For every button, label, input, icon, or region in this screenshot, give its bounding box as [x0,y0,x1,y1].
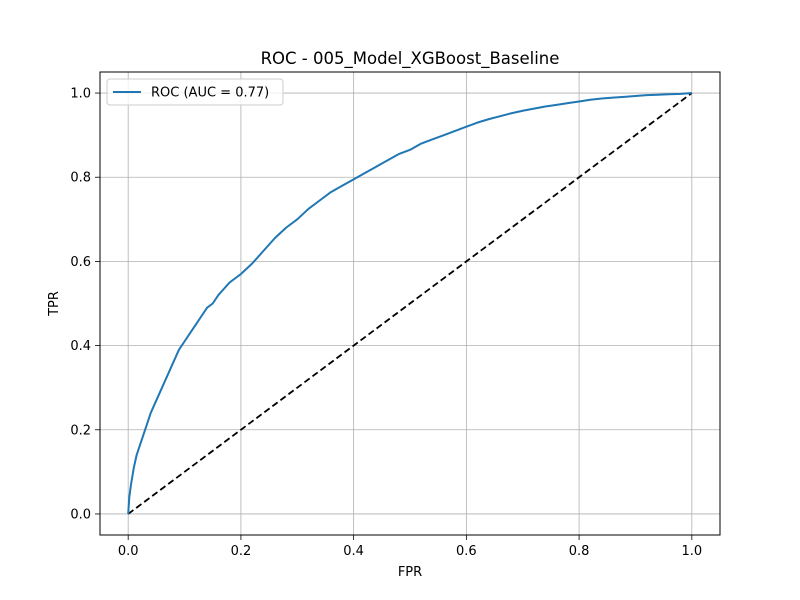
legend-label: ROC (AUC = 0.77) [151,86,269,101]
legend: ROC (AUC = 0.77) [106,78,284,106]
y-tick-label: 0.2 [70,423,91,438]
x-tick-label: 1.0 [681,544,702,559]
x-tick-label: 0.6 [456,544,477,559]
series-layer [127,92,693,515]
x-tick-label: 0.0 [118,544,139,559]
x-tick-label: 0.4 [343,544,364,559]
grid [100,72,720,535]
x-axis-ticks: 0.0 0.2 0.4 0.6 0.8 1.0 [118,535,702,559]
chart-title: ROC - 005_Model_XGBoost_Baseline [261,49,560,69]
y-tick-label: 0.4 [70,339,91,354]
x-axis-label: FPR [398,565,422,580]
y-tick-label: 0.8 [70,171,91,186]
plot-area-frame [99,71,721,536]
x-tick-label: 0.2 [231,544,252,559]
chance-diagonal-line [127,92,693,515]
x-tick-label: 0.8 [569,544,590,559]
y-tick-label: 0.6 [70,255,91,270]
y-tick-label: 0.0 [70,507,91,522]
y-axis-ticks: 0.0 0.2 0.4 0.6 0.8 1.0 [70,87,100,522]
legend-box [106,78,284,106]
y-axis-label: TPR [47,291,62,317]
roc-curve-line [127,92,692,515]
y-tick-label: 1.0 [70,87,91,102]
